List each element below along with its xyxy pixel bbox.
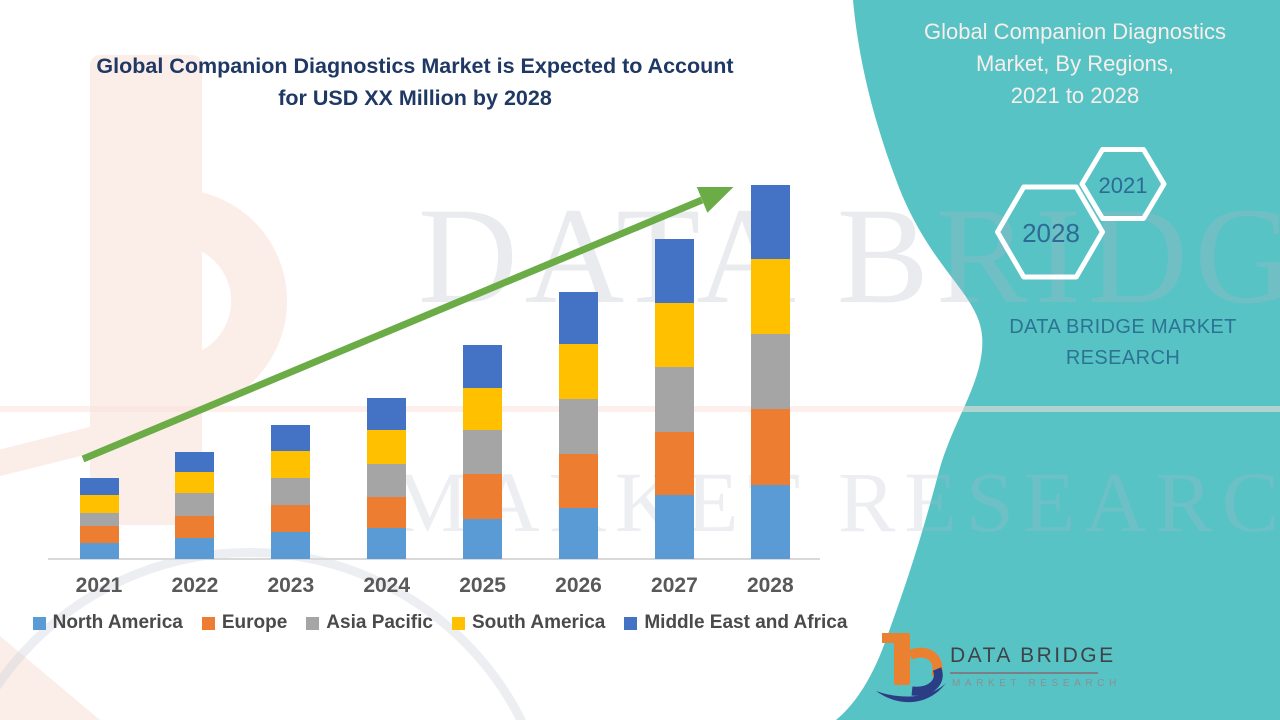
bar-segment-2021-europe [79,525,119,543]
x-axis-line [48,558,820,560]
bar-segment-2021-south-america [79,494,119,513]
bar-segment-2026-north-america [559,507,598,559]
footer-brand-rule [950,672,1098,674]
bar-segment-2023-asia-pacific [271,478,311,505]
x-axis-label-2024: 2024 [363,574,411,597]
bar-segment-2028-asia-pacific [750,334,790,409]
bar-segment-2028-middle-east-and-africa [750,185,790,259]
bar-segment-2023-north-america [271,532,311,559]
legend-item-south-america: South America [451,612,606,634]
chart-title-line2: for USD XX Million by 2028 [278,86,552,110]
bar-segment-2022-north-america [175,538,215,559]
legend-label: Europe [221,612,288,633]
legend-item-asia-pacific: Asia Pacific [306,612,433,634]
bar-segment-2022-south-america [175,472,215,493]
x-axis-label-2026: 2026 [555,574,602,597]
x-axis-label-2027: 2027 [651,574,698,597]
chart-legend: North America Europe Asia Pacific South Ame… [32,612,847,634]
market-research-text-watermark: MARKET RESEARCH [392,454,1280,550]
right-panel-title-line3: 2021 to 2028 [1010,83,1140,108]
legend-label: South America [471,612,606,633]
x-axis-label-2021: 2021 [75,574,123,597]
bar-segment-2021-north-america [79,543,119,559]
x-axis-label-2022: 2022 [171,574,219,597]
chart-title-line1: Global Companion Diagnostics Market is E… [96,54,734,78]
right-panel-title: Global Companion Diagnostics Market, By … [880,16,1270,112]
stacked-bar-2028 [750,185,790,559]
x-axis-label-2023: 2023 [267,574,315,597]
dbmr-logo-icon [876,633,946,703]
legend-swatch-icon [201,616,215,630]
legend-swatch-icon [32,616,46,630]
hexagon-2021-outline [1079,147,1167,221]
bar-segment-2021-asia-pacific [79,512,119,526]
right-panel-brand: DATA BRIDGE MARKET RESEARCH [973,312,1273,374]
legend-label: Middle East and Africa [644,612,848,633]
bar-segment-2028-north-america [750,484,790,559]
hexagon-2028-outline [995,184,1105,280]
bar-segment-2028-south-america [750,258,790,334]
right-panel-title-line2: Market, By Regions, [975,51,1175,76]
bar-segment-2021-middle-east-and-africa [79,478,119,495]
legend-swatch-icon [624,616,638,630]
bar-segment-2028-europe [750,409,790,485]
bar-segment-2022-asia-pacific [175,493,215,516]
bar-segment-2024-europe [367,496,407,528]
bar-segment-2024-north-america [367,528,407,559]
legend-item-europe: Europe [201,612,288,634]
right-panel-title-line1: Global Companion Diagnostics [923,19,1227,44]
footer-brand-name: DATA BRIDGE [950,644,1116,667]
legend-swatch-icon [306,616,320,630]
hexagon-2028-label: 2028 [1022,218,1080,248]
stacked-bar-2021 [79,478,119,559]
bar-segment-2025-europe [463,473,503,519]
legend-item-middle-east-and-africa: Middle East and Africa [624,612,847,634]
bar-segment-2025-north-america [463,518,503,559]
right-panel-brand-line2: RESEARCH [1065,347,1181,369]
x-axis-label-2028: 2028 [746,574,794,597]
legend-swatch-icon [451,616,465,630]
x-axis-label-2025: 2025 [459,574,506,597]
chart-title: Global Companion Diagnostics Market is E… [35,50,795,114]
legend-label: North America [52,612,183,633]
bar-segment-2023-europe [271,505,311,532]
bar-segment-2024-asia-pacific [367,463,407,497]
bar-segment-2027-north-america [654,495,694,559]
legend-label: Asia Pacific [326,612,433,633]
hexagon-2021-label: 2021 [1098,173,1148,198]
footer-brand-tagline: MARKET RESEARCH [952,678,1121,689]
bar-segment-2026-europe [559,453,598,508]
legend-item-north-america: North America [32,612,183,634]
bar-segment-2022-europe [175,515,215,538]
right-panel-brand-line1: DATA BRIDGE MARKET [1009,316,1237,338]
